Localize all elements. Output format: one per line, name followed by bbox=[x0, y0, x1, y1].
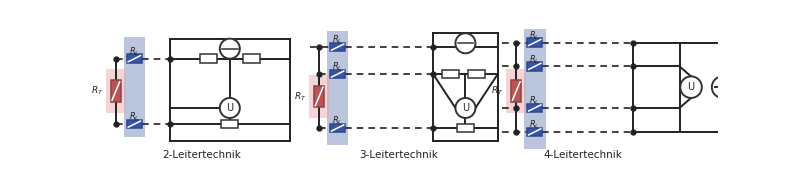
Bar bbox=[123, 37, 145, 137]
Circle shape bbox=[220, 98, 240, 118]
Text: $R_T$: $R_T$ bbox=[294, 90, 307, 103]
Text: U: U bbox=[226, 103, 234, 113]
Bar bbox=[527, 128, 542, 136]
Text: $R_L$: $R_L$ bbox=[332, 115, 343, 127]
Text: $R_L$: $R_L$ bbox=[530, 119, 540, 131]
Bar bbox=[106, 70, 126, 113]
Bar bbox=[309, 75, 329, 118]
Text: $R_L$: $R_L$ bbox=[332, 61, 343, 73]
Bar bbox=[511, 80, 522, 102]
Bar bbox=[314, 86, 324, 107]
Bar bbox=[330, 70, 346, 78]
Bar bbox=[330, 124, 346, 132]
Bar bbox=[200, 54, 217, 63]
Circle shape bbox=[455, 98, 475, 118]
Bar bbox=[468, 70, 485, 78]
Bar bbox=[524, 30, 546, 149]
Text: $R_L$: $R_L$ bbox=[530, 29, 540, 42]
Bar bbox=[527, 104, 542, 112]
Circle shape bbox=[680, 76, 702, 98]
Bar bbox=[457, 124, 474, 132]
Text: U: U bbox=[462, 103, 469, 113]
Circle shape bbox=[712, 76, 734, 98]
Text: 3-Leitertechnik: 3-Leitertechnik bbox=[359, 150, 438, 160]
Text: $R_L$: $R_L$ bbox=[530, 53, 540, 66]
Bar bbox=[126, 54, 142, 63]
Bar bbox=[327, 31, 349, 145]
Text: 4-Leitertechnik: 4-Leitertechnik bbox=[544, 150, 622, 160]
Bar bbox=[527, 62, 542, 71]
Bar bbox=[442, 70, 458, 78]
Text: $R_L$: $R_L$ bbox=[129, 111, 140, 123]
Text: $R_L$: $R_L$ bbox=[332, 34, 343, 47]
Text: 2-Leitertechnik: 2-Leitertechnik bbox=[162, 150, 242, 160]
Text: $R_L$: $R_L$ bbox=[530, 95, 540, 107]
Bar bbox=[126, 120, 142, 128]
Text: U: U bbox=[687, 82, 694, 92]
Bar bbox=[330, 43, 346, 51]
Circle shape bbox=[220, 39, 240, 59]
Circle shape bbox=[455, 33, 475, 53]
Bar bbox=[506, 70, 526, 113]
Text: $R_L$: $R_L$ bbox=[129, 45, 140, 58]
Bar bbox=[243, 54, 260, 63]
Bar bbox=[222, 120, 238, 128]
Text: $R_T$: $R_T$ bbox=[491, 85, 504, 97]
Bar bbox=[111, 80, 121, 102]
Text: $R_T$: $R_T$ bbox=[91, 85, 103, 97]
Bar bbox=[527, 38, 542, 47]
